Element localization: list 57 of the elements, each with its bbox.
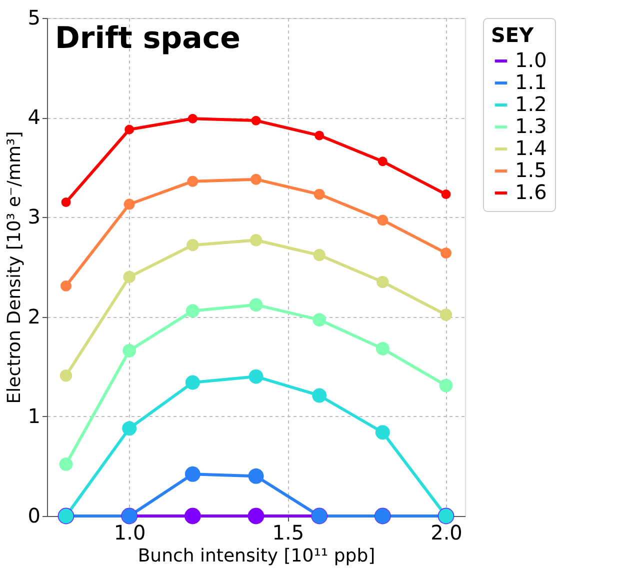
- point: [122, 421, 137, 436]
- point: [440, 248, 452, 259]
- point: [440, 308, 452, 321]
- point: [439, 378, 453, 392]
- point: [184, 508, 201, 524]
- legend-label: 1.3: [515, 114, 547, 138]
- x-tick-label: 2.0: [430, 520, 462, 544]
- point: [249, 298, 263, 312]
- point: [124, 124, 134, 134]
- point: [123, 270, 136, 284]
- legend-label: 1.1: [515, 70, 547, 94]
- point: [314, 188, 325, 200]
- legend-label: 1.0: [515, 48, 547, 72]
- point: [184, 466, 200, 482]
- point: [124, 198, 135, 210]
- point: [60, 280, 72, 292]
- point: [375, 425, 390, 440]
- point: [248, 369, 264, 384]
- y-tick-label: 5: [28, 6, 40, 30]
- point: [248, 508, 264, 524]
- legend-title: SEY: [491, 23, 534, 47]
- point: [251, 116, 261, 126]
- point: [376, 342, 390, 356]
- y-axis-title: Electron Density [10³ e⁻/mm³]: [4, 131, 25, 404]
- legend-label: 1.2: [515, 92, 547, 116]
- chart-title: Drift space: [55, 21, 241, 56]
- point: [188, 114, 198, 124]
- legend-label: 1.5: [515, 158, 547, 182]
- legend-label: 1.6: [515, 180, 547, 204]
- y-tick-label: 3: [28, 204, 40, 229]
- y-tick-label: 4: [28, 105, 40, 130]
- point: [376, 276, 389, 288]
- point: [312, 313, 326, 326]
- point: [186, 238, 199, 252]
- point: [185, 375, 200, 390]
- point: [250, 174, 262, 185]
- point: [122, 344, 136, 358]
- legend-label: 1.4: [515, 136, 547, 160]
- point: [377, 214, 388, 226]
- point: [441, 190, 451, 200]
- y-tick-label: 1: [28, 404, 40, 428]
- point: [378, 156, 388, 166]
- point: [186, 304, 200, 318]
- point: [248, 468, 264, 484]
- point: [59, 458, 73, 471]
- y-tick-label: 2: [28, 304, 40, 328]
- y-tick-label: 0: [28, 504, 40, 528]
- point: [250, 234, 262, 246]
- point: [61, 198, 71, 207]
- x-axis-title: Bunch intensity [10¹¹ ppb]: [138, 546, 376, 566]
- x-tick-label: 1.0: [114, 520, 146, 544]
- point: [312, 388, 327, 403]
- point: [313, 248, 326, 262]
- x-tick-label: 1.5: [272, 520, 304, 544]
- point: [60, 369, 72, 382]
- point: [314, 130, 324, 140]
- point: [187, 176, 198, 187]
